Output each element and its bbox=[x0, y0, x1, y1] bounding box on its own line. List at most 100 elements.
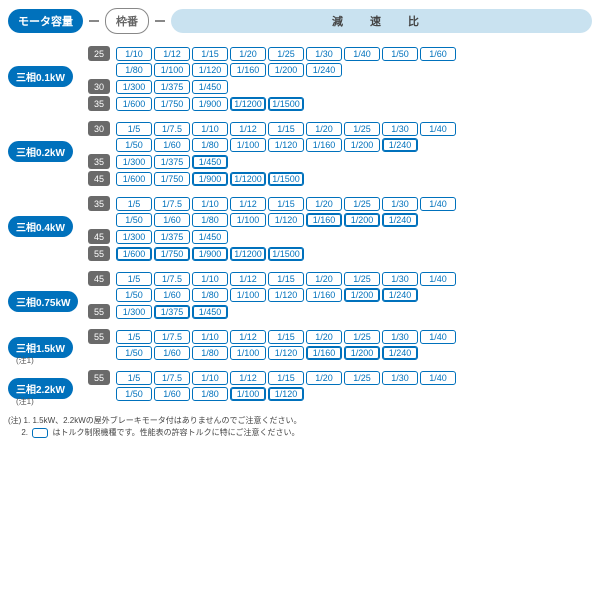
ratio-row: 1/501/601/801/1001/1201/1601/2001/240 bbox=[88, 213, 592, 227]
ratio-list: 1/51/7.51/101/121/151/201/251/301/40 bbox=[116, 272, 456, 286]
ratio-chip: 1/900 bbox=[192, 172, 228, 186]
ratio-chip: 1/10 bbox=[192, 122, 228, 136]
ratio-chip: 1/1500 bbox=[268, 172, 304, 186]
motor-group: 三相0.1kW251/101/121/151/201/251/301/401/5… bbox=[8, 46, 592, 111]
ratio-row: 30 1/3001/3751/450 bbox=[88, 79, 592, 94]
ratio-chip: 1/375 bbox=[154, 80, 190, 94]
ratio-chip: 1/240 bbox=[382, 138, 418, 152]
ratio-chip: 1/5 bbox=[116, 197, 152, 211]
frame-rows: 251/101/121/151/201/251/301/401/501/601/… bbox=[88, 46, 592, 111]
ratio-chip: 1/750 bbox=[154, 172, 190, 186]
ratio-list: 1/501/601/801/1001/1201/1601/2001/240 bbox=[116, 138, 418, 152]
ratio-chip: 1/160 bbox=[306, 138, 342, 152]
motor-group: 三相2.2kW(注1)551/51/7.51/101/121/151/201/2… bbox=[8, 370, 592, 401]
ratio-list: 1/501/601/801/1001/1201/1601/2001/240 bbox=[116, 213, 418, 227]
legend-box bbox=[32, 428, 48, 438]
ratio-chip: 1/25 bbox=[344, 330, 380, 344]
connector bbox=[155, 20, 165, 22]
ratio-chip: 1/120 bbox=[268, 288, 304, 302]
ratio-chip: 1/1500 bbox=[268, 247, 304, 261]
ratio-row: 551/3001/3751/450 bbox=[88, 304, 592, 319]
note1: (注) 1. 1.5kW、2.2kWの屋外ブレーキモータ付はありませんのでご注意… bbox=[8, 415, 592, 427]
ratio-chip: 1/450 bbox=[192, 230, 228, 244]
ratio-row: 55 1/51/7.51/101/121/151/201/251/301/40 bbox=[88, 370, 592, 385]
frame-rows: 551/51/7.51/101/121/151/201/251/301/401/… bbox=[88, 329, 592, 360]
ratio-row: 301/51/7.51/101/121/151/201/251/301/40 bbox=[88, 121, 592, 136]
ratio-row: 351/3001/3751/450 bbox=[88, 154, 592, 169]
ratio-chip: 1/12 bbox=[154, 47, 190, 61]
hdr-frame: 枠番 bbox=[105, 8, 149, 34]
ratio-chip: 1/10 bbox=[116, 47, 152, 61]
motor-note: (注1) bbox=[16, 355, 34, 366]
ratio-chip: 1/80 bbox=[192, 387, 228, 401]
motor-group: 三相0.4kW 351/51/7.51/101/121/151/201/251/3… bbox=[8, 196, 592, 261]
ratio-chip: 1/120 bbox=[192, 63, 228, 77]
motor-note: (注1) bbox=[16, 396, 34, 407]
ratio-chip: 1/25 bbox=[344, 122, 380, 136]
ratio-chip: 1/300 bbox=[116, 155, 152, 169]
ratio-chip: 1/200 bbox=[344, 213, 380, 227]
ratio-chip: 1/20 bbox=[306, 122, 342, 136]
ratio-chip: 1/7.5 bbox=[154, 371, 190, 385]
ratio-list: 1/6001/7501/9001/12001/1500 bbox=[116, 172, 304, 186]
ratio-chip: 1/7.5 bbox=[154, 272, 190, 286]
ratio-row: 451/3001/3751/450 bbox=[88, 229, 592, 244]
ratio-chip: 1/375 bbox=[154, 305, 190, 319]
motor-group: 三相0.2kW301/51/7.51/101/121/151/201/251/3… bbox=[8, 121, 592, 186]
motor-group: 三相1.5kW(注1)551/51/7.51/101/121/151/201/2… bbox=[8, 329, 592, 360]
ratio-chip: 1/40 bbox=[344, 47, 380, 61]
ratio-chip: 1/30 bbox=[382, 371, 418, 385]
ratio-chip: 1/5 bbox=[116, 272, 152, 286]
ratio-chip: 1/100 bbox=[230, 387, 266, 401]
ratio-list: 1/6001/7501/9001/12001/1500 bbox=[116, 247, 304, 261]
frame-rows: 351/51/7.51/101/121/151/201/251/301/401/… bbox=[88, 196, 592, 261]
ratio-chip: 1/7.5 bbox=[154, 330, 190, 344]
ratio-chip: 1/200 bbox=[344, 288, 380, 302]
ratio-chip: 1/120 bbox=[268, 387, 304, 401]
frame-number: 55 bbox=[88, 370, 110, 385]
ratio-chip: 1/1500 bbox=[268, 97, 304, 111]
header-row: モータ容量 枠番 減 速 比 bbox=[8, 8, 592, 34]
ratio-chip: 1/200 bbox=[344, 346, 380, 360]
ratio-list: 1/101/121/151/201/251/301/401/501/60 bbox=[116, 47, 456, 61]
ratio-row: 1/501/601/801/1001/120 bbox=[88, 387, 592, 401]
frame-number: 35 bbox=[88, 154, 110, 169]
frame-rows: 451/51/7.51/101/121/151/201/251/301/401/… bbox=[88, 271, 592, 319]
frame-rows: 551/51/7.51/101/121/151/201/251/301/401/… bbox=[88, 370, 592, 401]
motor-label: 三相0.4kW bbox=[8, 216, 73, 237]
ratio-chip: 1/60 bbox=[154, 346, 190, 360]
ratio-chip: 1/80 bbox=[192, 346, 228, 360]
ratio-chip: 1/750 bbox=[154, 97, 190, 111]
ratio-chip: 1/300 bbox=[116, 230, 152, 244]
frame-number: 30 bbox=[88, 121, 110, 136]
hdr-ratio: 減 速 比 bbox=[171, 9, 592, 33]
ratio-chip: 1/600 bbox=[116, 247, 152, 261]
ratio-chip: 1/120 bbox=[268, 346, 304, 360]
ratio-chip: 1/160 bbox=[306, 346, 342, 360]
tree-container: 三相0.1kW251/101/121/151/201/251/301/401/5… bbox=[8, 46, 592, 401]
ratio-chip: 1/450 bbox=[192, 305, 228, 319]
frame-number: 30 bbox=[88, 79, 110, 94]
ratio-chip: 1/240 bbox=[306, 63, 342, 77]
ratio-row: 251/101/121/151/201/251/301/401/501/60 bbox=[88, 46, 592, 61]
ratio-row: 451/51/7.51/101/121/151/201/251/301/40 bbox=[88, 271, 592, 286]
ratio-chip: 1/12 bbox=[230, 371, 266, 385]
ratio-chip: 1/30 bbox=[382, 197, 418, 211]
ratio-chip: 1/50 bbox=[116, 387, 152, 401]
ratio-chip: 1/10 bbox=[192, 330, 228, 344]
ratio-chip: 1/375 bbox=[154, 155, 190, 169]
ratio-list: 1/501/601/801/1001/1201/1601/2001/240 bbox=[116, 288, 418, 302]
motor-group: 三相0.75kW451/51/7.51/101/121/151/201/251/… bbox=[8, 271, 592, 319]
ratio-list: 1/801/1001/1201/1601/2001/240 bbox=[116, 63, 342, 77]
ratio-chip: 1/300 bbox=[116, 80, 152, 94]
ratio-chip: 1/15 bbox=[192, 47, 228, 61]
ratio-chip: 1/100 bbox=[230, 213, 266, 227]
ratio-list: 1/3001/3751/450 bbox=[116, 80, 228, 94]
ratio-chip: 1/100 bbox=[230, 346, 266, 360]
ratio-chip: 1/7.5 bbox=[154, 122, 190, 136]
ratio-chip: 1/240 bbox=[382, 288, 418, 302]
connector bbox=[89, 20, 99, 22]
frame-number: 45 bbox=[88, 229, 110, 244]
ratio-list: 1/51/7.51/101/121/151/201/251/301/40 bbox=[116, 371, 456, 385]
ratio-chip: 1/40 bbox=[420, 122, 456, 136]
